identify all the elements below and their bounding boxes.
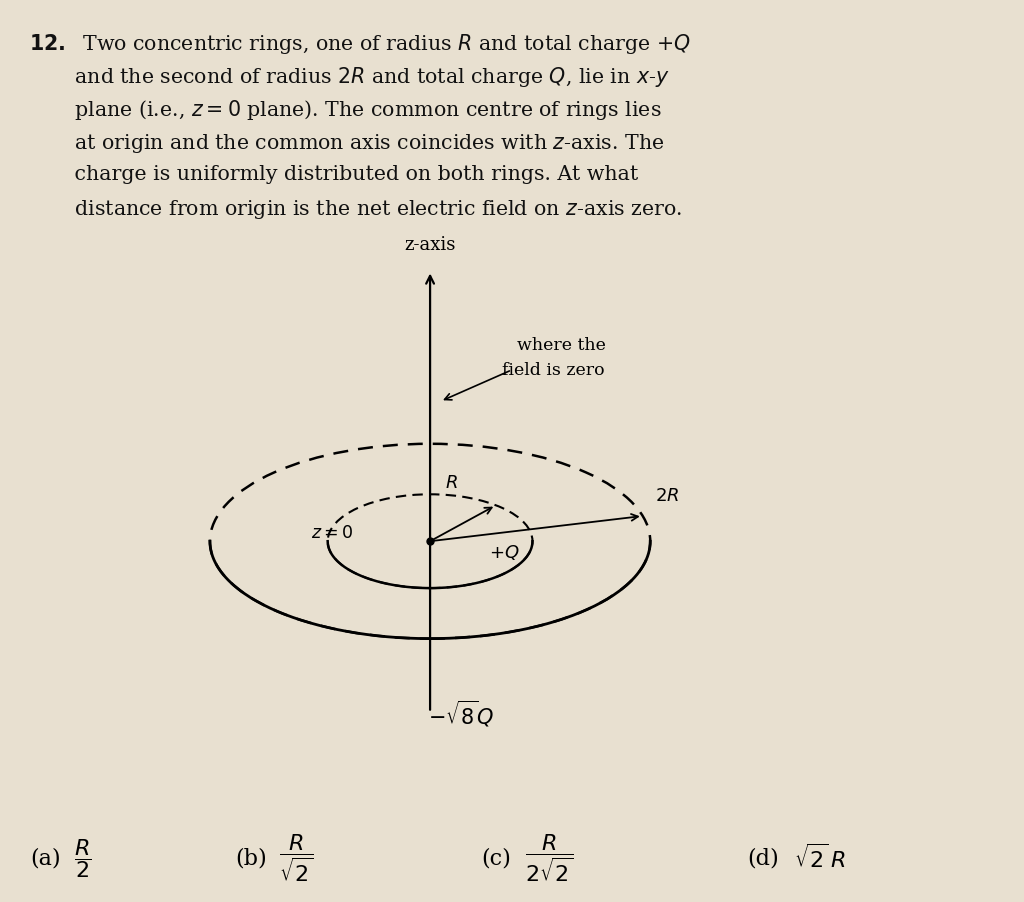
Text: $+Q$: $+Q$: [489, 542, 520, 562]
Text: plane (i.e., $z = 0$ plane). The common centre of rings lies: plane (i.e., $z = 0$ plane). The common …: [29, 98, 662, 123]
Text: (b): (b): [236, 848, 267, 870]
Text: $R$: $R$: [445, 474, 458, 492]
Text: $\dfrac{R}{2\sqrt{2}}$: $\dfrac{R}{2\sqrt{2}}$: [525, 833, 574, 884]
Text: field is zero: field is zero: [502, 362, 604, 379]
Text: distance from origin is the net electric field on $z$-axis zero.: distance from origin is the net electric…: [29, 198, 682, 221]
Text: $\dfrac{R}{\sqrt{2}}$: $\dfrac{R}{\sqrt{2}}$: [279, 833, 313, 884]
Text: $z=0$: $z=0$: [311, 526, 353, 542]
Text: and the second of radius $2R$ and total charge $Q$, lie in $x$-$y$: and the second of radius $2R$ and total …: [29, 65, 670, 89]
Text: $\dfrac{R}{2}$: $\dfrac{R}{2}$: [74, 837, 91, 880]
Text: (a): (a): [31, 848, 61, 870]
Text: $-\sqrt{8}Q$: $-\sqrt{8}Q$: [428, 699, 494, 730]
Text: at origin and the common axis coincides with $z$-axis. The: at origin and the common axis coincides …: [29, 132, 665, 154]
Text: $2R$: $2R$: [655, 487, 679, 505]
Text: $\mathbf{12.}$  Two concentric rings, one of radius $R$ and total charge $+Q$: $\mathbf{12.}$ Two concentric rings, one…: [29, 32, 690, 56]
Text: where the: where the: [517, 337, 606, 354]
Text: z-axis: z-axis: [404, 236, 456, 254]
Text: charge is uniformly distributed on both rings. At what: charge is uniformly distributed on both …: [29, 165, 638, 184]
Text: (c): (c): [481, 848, 511, 870]
Text: (d): (d): [748, 848, 779, 870]
Text: $\sqrt{2}\,R$: $\sqrt{2}\,R$: [794, 844, 845, 873]
